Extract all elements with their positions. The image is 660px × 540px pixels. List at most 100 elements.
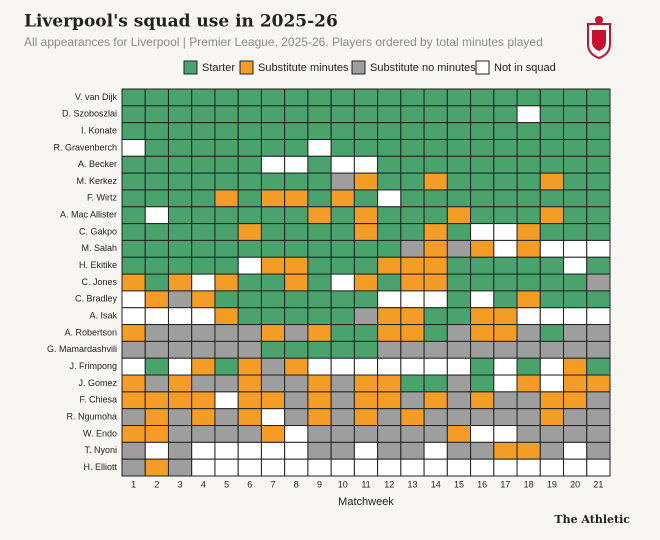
cell xyxy=(563,307,588,326)
cell xyxy=(353,223,379,241)
chart-title: Liverpool's squad use in 2025-26 xyxy=(24,12,338,32)
cell xyxy=(400,391,425,410)
cell xyxy=(400,273,425,292)
cell xyxy=(237,307,262,326)
cell xyxy=(563,391,588,410)
cell xyxy=(353,172,379,191)
cell xyxy=(423,357,448,376)
cell xyxy=(423,88,448,107)
cell xyxy=(237,290,262,309)
cell xyxy=(121,88,146,107)
cell xyxy=(377,357,402,376)
cell xyxy=(260,441,286,460)
cell xyxy=(446,408,472,427)
cell xyxy=(121,138,146,157)
cell xyxy=(237,458,262,477)
cell xyxy=(423,155,448,174)
cell xyxy=(446,206,472,225)
cell xyxy=(121,223,146,241)
cell xyxy=(586,324,611,342)
cell xyxy=(423,408,448,427)
cell xyxy=(260,425,286,443)
cell xyxy=(353,256,379,275)
cell xyxy=(167,307,193,326)
cell xyxy=(284,374,309,393)
cell xyxy=(400,105,425,124)
cell xyxy=(121,189,146,208)
cell xyxy=(563,155,588,174)
cell xyxy=(191,122,216,140)
cell xyxy=(191,189,216,208)
cell xyxy=(563,88,588,107)
cell xyxy=(214,340,239,359)
cell xyxy=(121,239,146,258)
cell xyxy=(330,172,355,191)
cell xyxy=(167,239,193,258)
cell xyxy=(377,172,402,191)
cell xyxy=(214,189,239,208)
cell xyxy=(446,122,472,140)
cell xyxy=(237,357,262,376)
row-label: D. Szoboszlai xyxy=(62,109,117,119)
cell xyxy=(284,458,309,477)
cell xyxy=(284,307,309,326)
cell xyxy=(307,88,332,107)
cell xyxy=(539,458,565,477)
cell xyxy=(167,155,193,174)
cell xyxy=(284,391,309,410)
cell xyxy=(307,425,332,443)
cell xyxy=(330,138,355,157)
cell xyxy=(563,189,588,208)
cell xyxy=(493,340,518,359)
cell xyxy=(446,88,472,107)
cell xyxy=(539,391,565,410)
cell xyxy=(260,122,286,140)
cell xyxy=(167,324,193,342)
cell xyxy=(353,374,379,393)
cell xyxy=(191,357,216,376)
x-tick-label: 21 xyxy=(593,479,603,489)
cell xyxy=(353,441,379,460)
cell xyxy=(516,189,541,208)
cell xyxy=(353,88,379,107)
cell xyxy=(307,122,332,140)
cell xyxy=(423,290,448,309)
x-tick-label: 17 xyxy=(500,479,510,489)
cell xyxy=(493,122,518,140)
cell xyxy=(167,122,193,140)
cell xyxy=(586,340,611,359)
cell xyxy=(586,290,611,309)
cell xyxy=(237,189,262,208)
cell xyxy=(121,172,146,191)
cell xyxy=(446,273,472,292)
row-label: C. Jones xyxy=(81,277,117,287)
cell xyxy=(446,391,472,410)
cell xyxy=(167,425,193,443)
cell xyxy=(330,441,355,460)
cell xyxy=(260,256,286,275)
x-tick-label: 11 xyxy=(361,479,370,489)
cell xyxy=(330,374,355,393)
cell xyxy=(586,425,611,443)
x-tick-label: 13 xyxy=(407,479,417,489)
cell xyxy=(586,307,611,326)
cell xyxy=(214,256,239,275)
cell xyxy=(423,374,448,393)
cell xyxy=(516,425,541,443)
cell xyxy=(353,425,379,443)
x-tick-label: 9 xyxy=(317,479,322,489)
cell xyxy=(307,324,332,342)
cell xyxy=(191,324,216,342)
cell xyxy=(516,273,541,292)
cell xyxy=(586,155,611,174)
cell xyxy=(586,223,611,241)
cell xyxy=(144,273,169,292)
cell xyxy=(284,290,309,309)
cell xyxy=(563,458,588,477)
cell xyxy=(284,425,309,443)
cell xyxy=(470,189,495,208)
cell xyxy=(121,122,146,140)
cell xyxy=(470,340,495,359)
cell xyxy=(121,391,146,410)
cell xyxy=(121,357,146,376)
